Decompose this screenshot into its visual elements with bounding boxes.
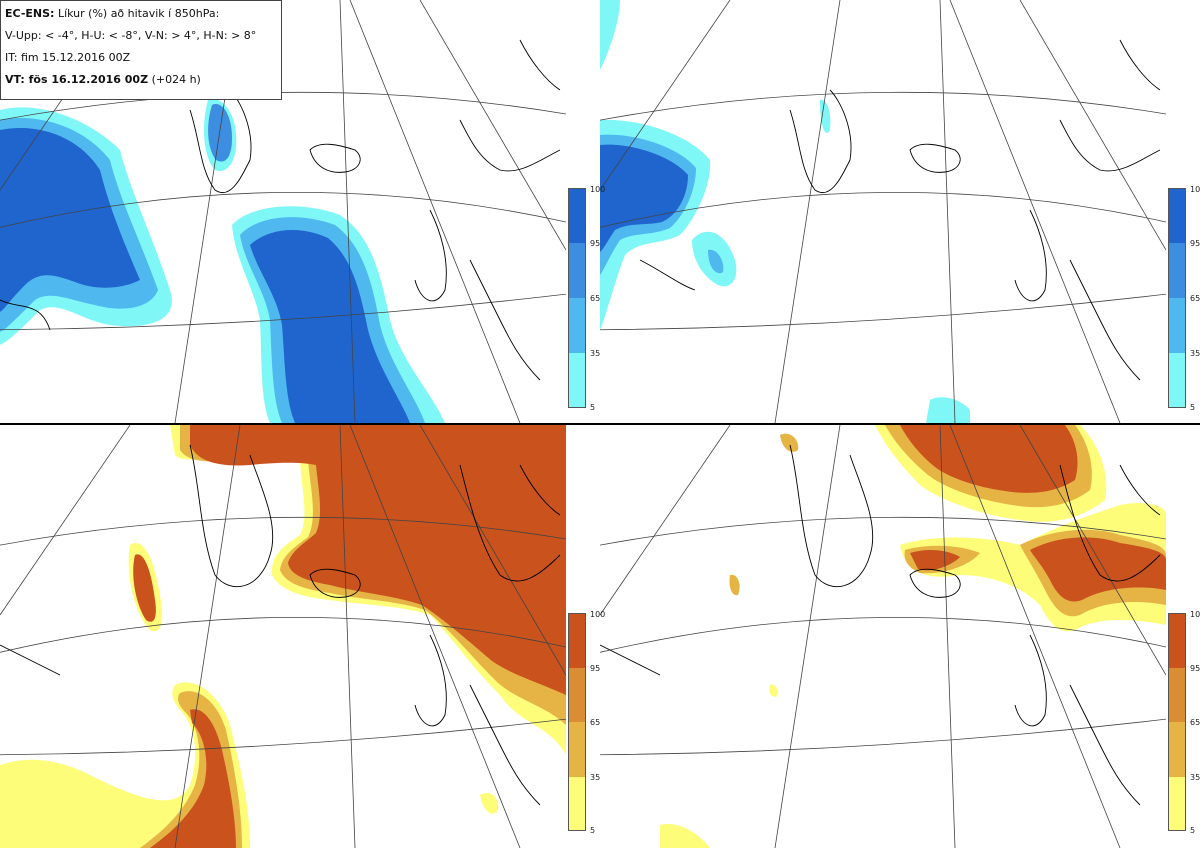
legend-tick: 5 bbox=[1190, 826, 1196, 835]
map-panel-bottom-left bbox=[0, 425, 566, 848]
title-line: EC-ENS: Líkur (%) að hitavik í 850hPa: bbox=[5, 7, 277, 29]
legend-tick: 95 bbox=[590, 664, 601, 673]
legend-tick: 5 bbox=[590, 826, 596, 835]
coastlines bbox=[639, 39, 1161, 381]
legend-tick: 5 bbox=[1190, 403, 1196, 412]
panel-divider bbox=[0, 423, 1200, 425]
legend-tick: 100 bbox=[590, 185, 606, 194]
map-panel-bottom-right bbox=[600, 425, 1166, 848]
thresholds-line: V-Upp: < -4°, H-U: < -8°, V-N: > 4°, H-N… bbox=[5, 29, 257, 42]
legend-tick: 35 bbox=[1190, 773, 1200, 782]
lead-time: (+024 h) bbox=[151, 73, 201, 86]
legend-tick: 65 bbox=[1190, 294, 1200, 303]
warm-probability-field bbox=[0, 425, 566, 848]
graticule bbox=[0, 425, 566, 848]
legend-tick: 5 bbox=[590, 403, 596, 412]
legend-warm-bottom-right: 100 95 65 35 5 bbox=[1168, 611, 1200, 835]
legend-tick: 95 bbox=[590, 239, 601, 248]
graticule bbox=[600, 0, 1166, 423]
legend-tick: 35 bbox=[1190, 349, 1200, 358]
legend-tick: 100 bbox=[1190, 610, 1200, 619]
warm-probability-field bbox=[660, 425, 1166, 848]
map-panel-top-right bbox=[600, 0, 1166, 423]
cold-probability-field bbox=[0, 99, 445, 423]
legend-tick: 65 bbox=[590, 294, 601, 303]
valid-time-line: VT: fös 16.12.2016 00Z (+024 h) bbox=[5, 73, 277, 95]
legend-tick: 100 bbox=[590, 610, 606, 619]
legend-tick: 95 bbox=[1190, 664, 1200, 673]
map-title: Líkur (%) að hitavik í 850hPa: bbox=[57, 7, 220, 20]
legend-tick: 35 bbox=[590, 773, 601, 782]
legend-tick: 65 bbox=[590, 718, 601, 727]
valid-time: VT: fös 16.12.2016 00Z bbox=[5, 73, 149, 86]
coastlines bbox=[600, 444, 1161, 806]
legend-tick: 35 bbox=[590, 349, 601, 358]
graticule bbox=[600, 425, 1166, 848]
legend-tick: 100 bbox=[1190, 185, 1200, 194]
legend-tick: 65 bbox=[1190, 718, 1200, 727]
coastlines bbox=[0, 39, 561, 381]
legend-warm-bottom-left: 100 95 65 35 5 bbox=[568, 611, 605, 835]
coastlines bbox=[0, 444, 561, 806]
legend-tick: 95 bbox=[1190, 239, 1200, 248]
map-panel-top-left bbox=[0, 0, 566, 423]
legend-cold-top-left: 100 95 65 35 5 bbox=[568, 186, 605, 412]
legend-cold-top-right: 100 95 65 35 5 bbox=[1168, 186, 1200, 412]
init-time: IT: fim 15.12.2016 00Z bbox=[5, 51, 131, 64]
cold-probability-field bbox=[600, 0, 970, 423]
map-info-box: EC-ENS: Líkur (%) að hitavik í 850hPa: V… bbox=[0, 0, 282, 100]
model-name: EC-ENS: bbox=[5, 7, 55, 20]
